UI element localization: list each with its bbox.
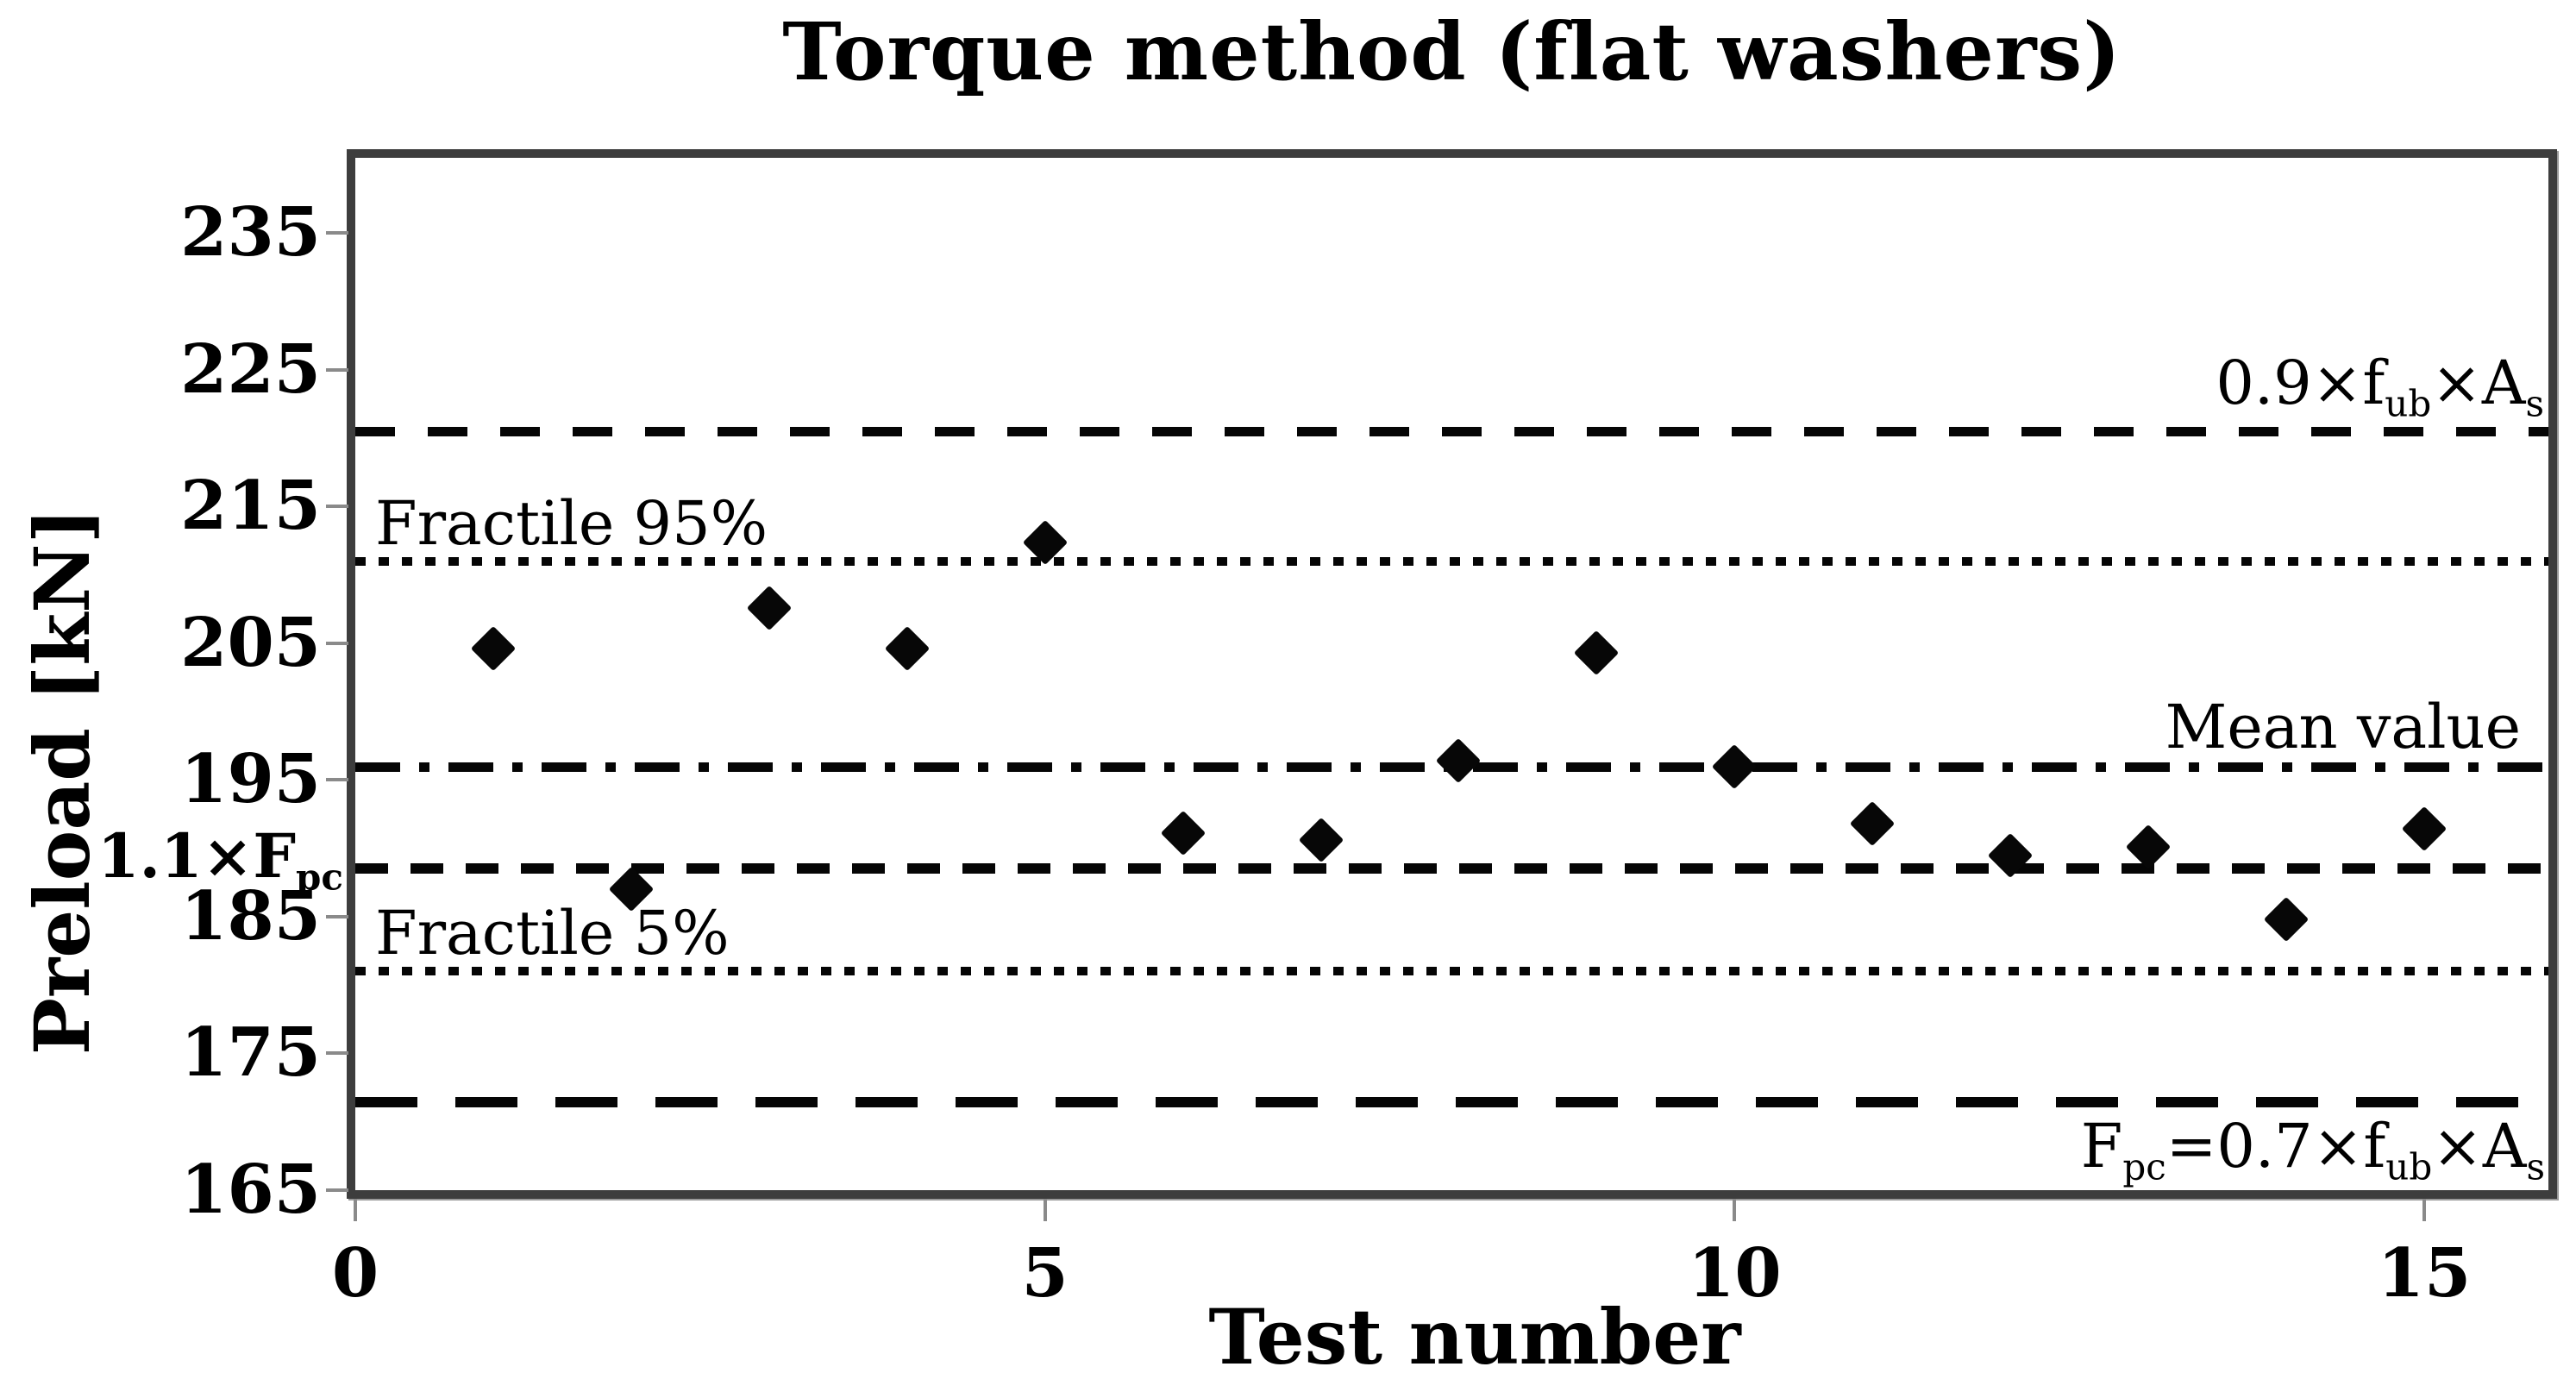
y-tick-label: 205: [180, 603, 321, 682]
y-tick-mark: [326, 778, 348, 782]
x-tick-mark: [1043, 1199, 1047, 1221]
y-tick-mark: [326, 641, 348, 645]
label-text: ×A: [2432, 1110, 2527, 1182]
x-tick-mark: [354, 1199, 357, 1221]
label-text: Fractile 95%: [375, 487, 768, 559]
label-text: F: [2080, 1110, 2123, 1182]
reference-line-one-point-one-fpc: [355, 863, 2548, 874]
subscript-text: ub: [2385, 382, 2432, 425]
y-tick-mark: [326, 1051, 348, 1056]
label-text: 0.9×f: [2216, 348, 2385, 419]
label-text: Mean value: [2165, 691, 2521, 762]
label-text: ×A: [2431, 348, 2526, 419]
subscript-text: s: [2525, 382, 2544, 425]
reference-line-fractile-5: [355, 967, 2548, 975]
subscript-text: pc: [2122, 1145, 2166, 1188]
y-tick-mark: [326, 367, 348, 372]
reference-label-one-point-one-fpc: 1.1×Fpc: [97, 824, 343, 895]
y-tick-label: 165: [180, 1150, 321, 1229]
reference-label-mean-value: Mean value: [2165, 695, 2521, 760]
y-tick-label: 185: [180, 876, 321, 956]
subscript-text: pc: [296, 856, 343, 899]
x-tick-label: 0: [331, 1234, 379, 1313]
y-tick-label: 175: [180, 1013, 321, 1093]
reference-line-fractile-95: [355, 557, 2548, 566]
x-tick-mark: [2422, 1199, 2427, 1221]
x-tick-label: 15: [2377, 1234, 2472, 1313]
x-tick-mark: [1733, 1199, 1737, 1221]
label-text: =0.7×f: [2165, 1110, 2386, 1182]
reference-label-fractile-95: Fractile 95%: [375, 492, 768, 556]
y-tick-mark: [326, 1188, 348, 1192]
reference-label-fractile-5: Fractile 5%: [375, 902, 730, 966]
y-tick-label: 195: [180, 740, 321, 819]
y-tick-label: 235: [180, 193, 321, 273]
subscript-text: ub: [2385, 1145, 2433, 1188]
y-tick-label: 215: [180, 467, 321, 546]
x-axis-title: Test number: [1208, 1292, 1741, 1373]
reference-label-ninety-fub-as: 0.9×fub×As: [2216, 351, 2544, 422]
label-text: Fractile 5%: [375, 898, 730, 969]
y-tick-mark: [326, 914, 348, 918]
y-tick-mark: [326, 505, 348, 509]
plot-area: [347, 149, 2557, 1199]
reference-label-fpc-definition: Fpc=0.7×fub×As: [2081, 1114, 2545, 1185]
subscript-text: s: [2526, 1145, 2545, 1188]
y-tick-label: 225: [180, 329, 321, 409]
chart-title: Torque method (flat washers): [782, 5, 2122, 98]
x-tick-label: 10: [1688, 1234, 1782, 1313]
y-tick-mark: [326, 231, 348, 235]
reference-line-ninety-fub-as: [355, 427, 2548, 436]
x-tick-label: 5: [1021, 1234, 1069, 1313]
reference-line-fpc-definition: [355, 1097, 2548, 1107]
label-text: 1.1×F: [97, 819, 297, 892]
